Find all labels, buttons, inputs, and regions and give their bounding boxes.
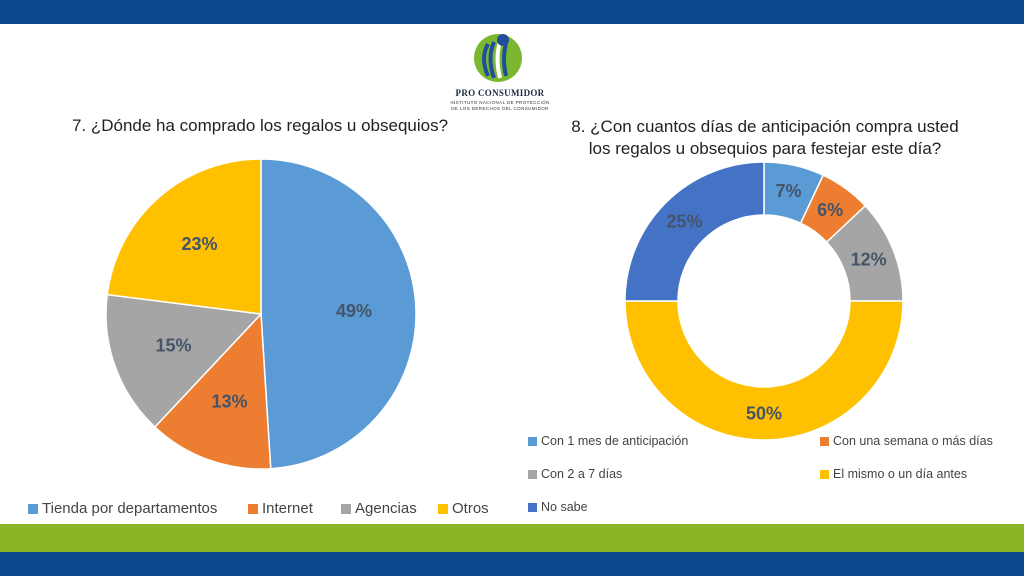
donut-legend-item: No sabe (528, 500, 588, 514)
donut-data-label: 25% (666, 211, 702, 231)
top-band (0, 0, 1024, 24)
pie-legend-item: Tienda por departamentos (28, 500, 217, 517)
legend-swatch (528, 503, 537, 513)
legend-swatch (28, 504, 38, 515)
pie-legend-item: Internet (248, 500, 313, 517)
pie-legend-item: Agencias (341, 500, 417, 517)
pie-legend-item: Otros (438, 500, 489, 517)
legend-swatch (820, 470, 829, 480)
legend-swatch (438, 504, 448, 515)
logo-subtitle: INSTITUTO NACIONAL DE PROTECCIÓN (450, 100, 550, 105)
donut-legend-item: El mismo o un día antes (820, 467, 967, 481)
pie-data-label: 23% (181, 234, 217, 254)
bottom-band (0, 552, 1024, 576)
pie-slice (105, 293, 263, 429)
legend-label: Con 2 a 7 días (541, 467, 623, 481)
donut-segment (624, 300, 904, 441)
pie-data-label: 49% (336, 301, 372, 321)
legend-label: El mismo o un día antes (833, 467, 968, 481)
pie-data-label: 15% (155, 336, 191, 356)
donut-title-line: 8. ¿Con cuantos días de anticipación com… (571, 117, 959, 136)
legend-swatch (820, 437, 829, 447)
donut-legend-item: Con 2 a 7 días (528, 467, 622, 481)
pie-chart-title: 7. ¿Dónde ha comprado los regalos u obse… (71, 116, 449, 135)
logo-name: PRO CONSUMIDOR (455, 88, 545, 98)
legend-label: Agencias (355, 500, 417, 517)
pie-slice (106, 158, 262, 315)
legend-label: No sabe (541, 500, 588, 514)
donut-data-label: 7% (776, 181, 802, 201)
donut-segment (624, 161, 765, 302)
legend-swatch (528, 437, 537, 447)
legend-swatch (341, 504, 351, 515)
pie-slice (260, 158, 417, 470)
green-band (0, 524, 1024, 552)
donut-title-line: los regalos u obsequios para festejar es… (588, 139, 942, 158)
donut-legend-item: Con 1 mes de anticipación (528, 434, 688, 448)
pro-consumidor-logo: PRO CONSUMIDOR INSTITUTO NACIONAL DE PRO… (440, 30, 560, 120)
legend-label: Internet (262, 500, 313, 517)
pie-slice (153, 312, 272, 470)
legend-label: Con una semana o más días (833, 434, 993, 448)
donut-data-label: 50% (746, 404, 782, 424)
legend-swatch (248, 504, 258, 515)
logo-emblem-icon (474, 34, 522, 82)
donut-data-label: 12% (851, 250, 887, 270)
legend-swatch (528, 470, 537, 480)
legend-label: Con 1 mes de anticipación (541, 434, 689, 448)
donut-legend-item: Con una semana o más días (820, 434, 993, 448)
pie-data-label: 13% (211, 392, 247, 412)
legend-label: Otros (452, 500, 489, 517)
logo-subtitle: DE LOS DERECHOS DEL CONSUMIDOR (451, 106, 549, 111)
donut-data-label: 6% (817, 200, 843, 220)
legend-label: Tienda por departamentos (42, 500, 218, 517)
donut-chart-title: 8. ¿Con cuantos días de anticipación com… (540, 116, 990, 160)
